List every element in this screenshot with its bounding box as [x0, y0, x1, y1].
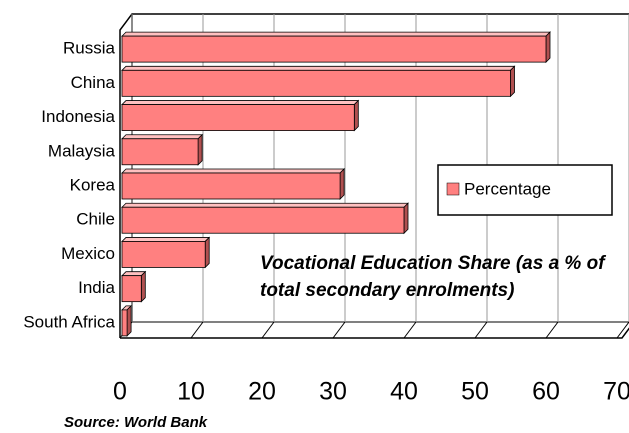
grid-floor-line — [261, 321, 275, 339]
source-note: Source: World Bank — [64, 414, 208, 431]
bar-side — [545, 31, 551, 64]
x-tick-label: 60 — [532, 378, 560, 406]
grid-floor-line — [190, 321, 204, 339]
bar-side — [126, 304, 132, 337]
y-tick-label: Chile — [76, 210, 115, 229]
y-tick-label: India — [78, 278, 115, 297]
bar-side — [197, 133, 203, 166]
x-tick-label: 50 — [461, 378, 489, 406]
bar-top — [121, 134, 204, 140]
bar — [121, 241, 206, 268]
y-tick-label: Korea — [70, 175, 116, 194]
x-tick-label: 40 — [390, 378, 418, 406]
bar-top — [121, 100, 360, 105]
bar-top — [121, 31, 551, 37]
legend-box — [437, 164, 613, 216]
bar — [121, 275, 142, 303]
bar-top — [121, 202, 409, 208]
y-tick-label: Indonesia — [41, 107, 115, 126]
bar-top — [121, 168, 346, 174]
bar — [121, 172, 341, 200]
bar — [121, 138, 199, 166]
y-tick-label: Mexico — [61, 244, 115, 263]
bar — [121, 35, 547, 63]
bar-top — [121, 65, 516, 71]
bar — [121, 104, 355, 131]
grid-floor-line — [332, 321, 346, 339]
grid-floor-line — [545, 321, 559, 339]
x-tick-label: 20 — [248, 378, 276, 406]
x-tick-label: 10 — [177, 378, 205, 406]
y-tick-label: Malaysia — [48, 141, 116, 160]
bar-side — [339, 168, 345, 200]
back-wall — [119, 13, 629, 338]
bar — [121, 206, 405, 234]
grid-floor-line — [616, 321, 629, 339]
x-tick-label: 30 — [319, 378, 347, 406]
floor — [120, 327, 629, 339]
bar-side — [140, 270, 146, 303]
legend-label: Percentage — [464, 179, 551, 198]
x-tick-label: 0 — [113, 378, 127, 406]
y-tick-label: Russia — [63, 39, 116, 58]
bar-side — [204, 236, 210, 269]
y-tick-label: China — [71, 73, 116, 92]
legend-swatch — [446, 182, 460, 196]
y-tick-label: South Africa — [23, 312, 115, 331]
bar — [121, 309, 128, 337]
x-tick-label: 70 — [603, 378, 629, 406]
bar-side — [403, 202, 409, 235]
chart-title: Vocational Education Share (as a % of to… — [260, 253, 605, 301]
grid-floor-line — [474, 321, 488, 339]
bar-side — [510, 65, 515, 98]
grid-floor-line — [403, 321, 417, 339]
bar-top — [121, 237, 211, 242]
bar-side — [353, 99, 359, 132]
bar — [121, 69, 511, 97]
